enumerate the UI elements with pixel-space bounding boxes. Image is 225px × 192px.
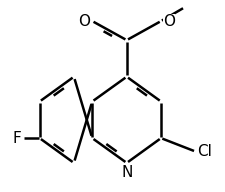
Text: O: O xyxy=(162,14,174,29)
Text: F: F xyxy=(13,131,21,146)
Text: O: O xyxy=(78,14,90,29)
Text: N: N xyxy=(121,165,132,180)
Text: Cl: Cl xyxy=(196,144,211,159)
